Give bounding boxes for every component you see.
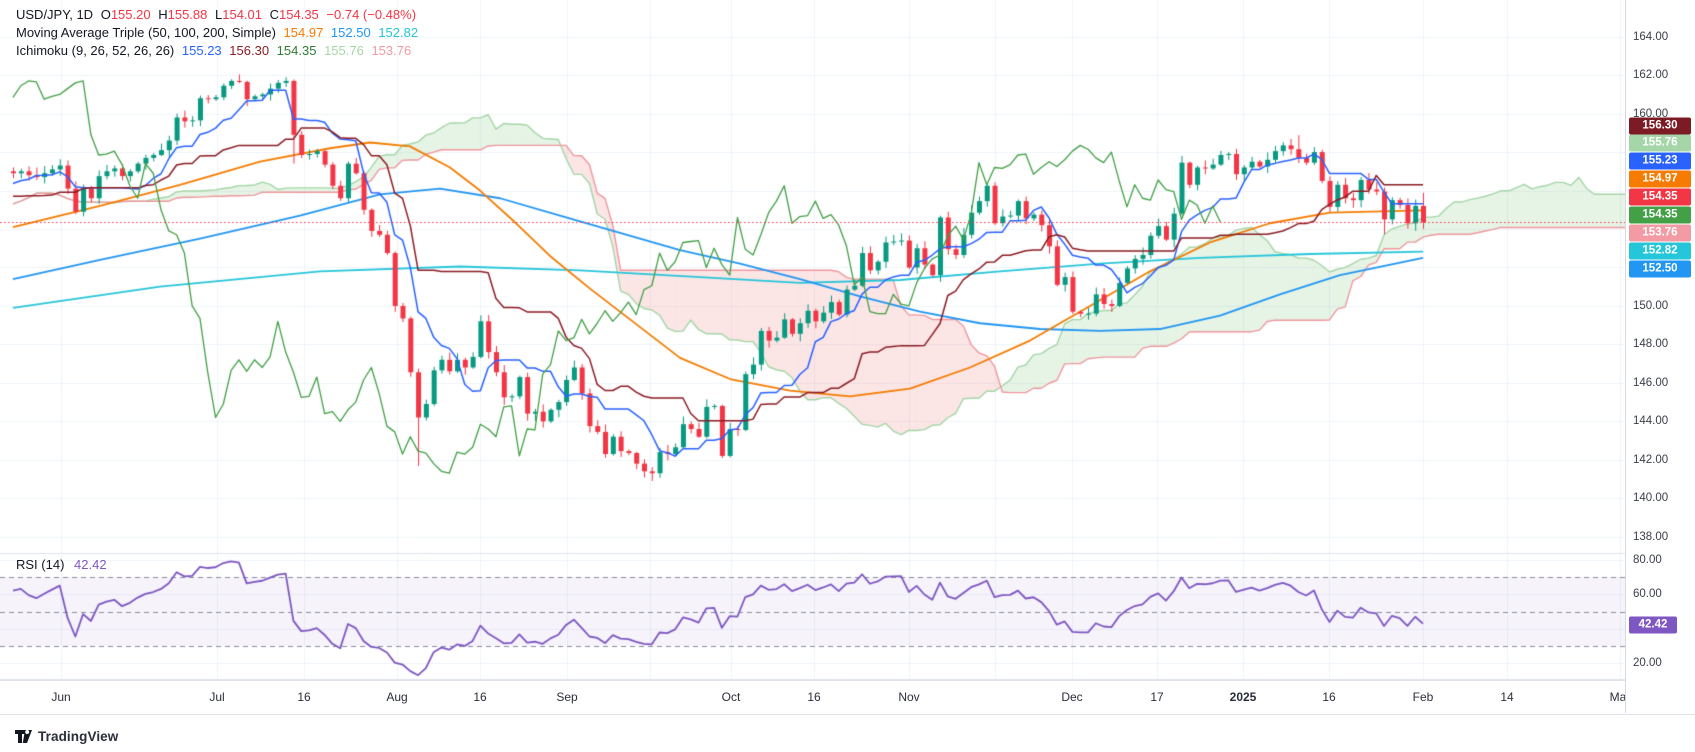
- price-badge: 154.97: [1629, 170, 1691, 188]
- time-axis-label: Dec: [1061, 690, 1083, 704]
- ma-legend-row[interactable]: Moving Average Triple (50, 100, 200, Sim…: [16, 24, 422, 42]
- tradingview-logo-icon: [15, 730, 32, 743]
- indicator-legend: USD/JPY, 1D O155.20 H155.88 L154.01 C154…: [16, 6, 422, 60]
- price-badge: 153.76: [1629, 224, 1691, 242]
- ma50-value: 154.97: [283, 25, 324, 40]
- time-axis-label: Ma: [1609, 690, 1627, 704]
- time-axis-label: Feb: [1412, 690, 1434, 704]
- time-axis-label: 17: [1150, 690, 1164, 704]
- price-scale-label: 142.00: [1633, 454, 1669, 466]
- price-scale[interactable]: 164.00 162.00 160.00 150.00 148.00 146.00 144.…: [1625, 0, 1695, 713]
- time-axis-label: 16: [297, 690, 311, 704]
- open-value: 155.20: [110, 7, 151, 22]
- low-label: L: [215, 7, 223, 22]
- price-scale-label: 144.00: [1633, 415, 1669, 427]
- ichimoku-lead2-value: 153.76: [371, 43, 412, 58]
- ma100-value: 152.50: [330, 25, 371, 40]
- low-value: 154.01: [222, 7, 262, 22]
- time-axis-label: 14: [1500, 690, 1514, 704]
- price-scale-label: 162.00: [1633, 69, 1669, 81]
- price-badge: 156.30: [1629, 117, 1691, 135]
- time-axis-label: Oct: [721, 690, 741, 704]
- price-badge: 152.82: [1629, 242, 1691, 260]
- time-axis-label: 16: [473, 690, 487, 704]
- price-badge: 154.35: [1629, 206, 1691, 224]
- time-axis[interactable]: Jun Jul 16 Aug 16 Sep Oct 16 Nov Dec 17 2025 16 Feb 14…: [0, 680, 1695, 715]
- price-scale-label: 138.00: [1633, 531, 1669, 543]
- price-badge: 155.76: [1629, 134, 1691, 152]
- time-axis-label: Jun: [51, 690, 71, 704]
- ichimoku-base-value: 156.30: [229, 43, 270, 58]
- price-badge: 152.50: [1629, 260, 1691, 278]
- time-axis-label: Jul: [209, 690, 225, 704]
- time-axis-label: Sep: [556, 690, 578, 704]
- price-scale-label: 160.00: [1633, 108, 1669, 120]
- ma200-value: 152.82: [378, 25, 419, 40]
- rsi-title: RSI (14): [16, 557, 65, 572]
- time-axis-label: 2025: [1229, 690, 1257, 704]
- time-axis-label: Nov: [898, 690, 920, 704]
- ichimoku-lead1-value: 155.76: [324, 43, 364, 58]
- price-badge: 154.35: [1629, 188, 1691, 206]
- ma-title: Moving Average Triple (50, 100, 200, Sim…: [16, 25, 276, 40]
- ichimoku-lagging-value: 154.35: [276, 43, 317, 58]
- price-scale-label: 164.00: [1633, 31, 1669, 43]
- ichimoku-legend-row[interactable]: Ichimoku (9, 26, 52, 26, 26) 155.23 156.…: [16, 42, 422, 60]
- price-scale-label: 146.00: [1633, 377, 1669, 389]
- symbol-title: USD/JPY, 1D: [16, 7, 94, 22]
- change-value: −0.74 (−0.48%): [326, 7, 417, 22]
- close-label: C: [269, 7, 280, 22]
- price-scale-label: 60.00: [1633, 588, 1662, 600]
- time-axis-label: Aug: [386, 690, 408, 704]
- symbol-legend-row[interactable]: USD/JPY, 1D O155.20 H155.88 L154.01 C154…: [16, 6, 422, 24]
- tradingview-logo[interactable]: TradingView: [14, 727, 118, 746]
- open-label: O: [100, 7, 111, 22]
- tradingview-logo-text: TradingView: [38, 729, 119, 744]
- price-badge: 155.23: [1629, 152, 1691, 170]
- rsi-value: 42.42: [74, 557, 107, 572]
- price-scale-label: 20.00: [1633, 657, 1662, 669]
- price-scale-label: 80.00: [1633, 554, 1662, 566]
- ichimoku-conversion-value: 155.23: [181, 43, 222, 58]
- rsi-value-badge: 42.42: [1629, 616, 1677, 634]
- price-scale-label: 150.00: [1633, 300, 1669, 312]
- high-value: 155.88: [167, 7, 208, 22]
- rsi-legend-row[interactable]: RSI (14) 42.42: [16, 557, 107, 572]
- price-scale-label: 140.00: [1633, 492, 1669, 504]
- time-axis-label: 16: [1322, 690, 1336, 704]
- ichimoku-title: Ichimoku (9, 26, 52, 26, 26): [16, 43, 175, 58]
- price-scale-label: 148.00: [1633, 338, 1669, 350]
- high-label: H: [158, 7, 168, 22]
- time-axis-label: 16: [807, 690, 821, 704]
- close-value: 154.35: [279, 7, 319, 22]
